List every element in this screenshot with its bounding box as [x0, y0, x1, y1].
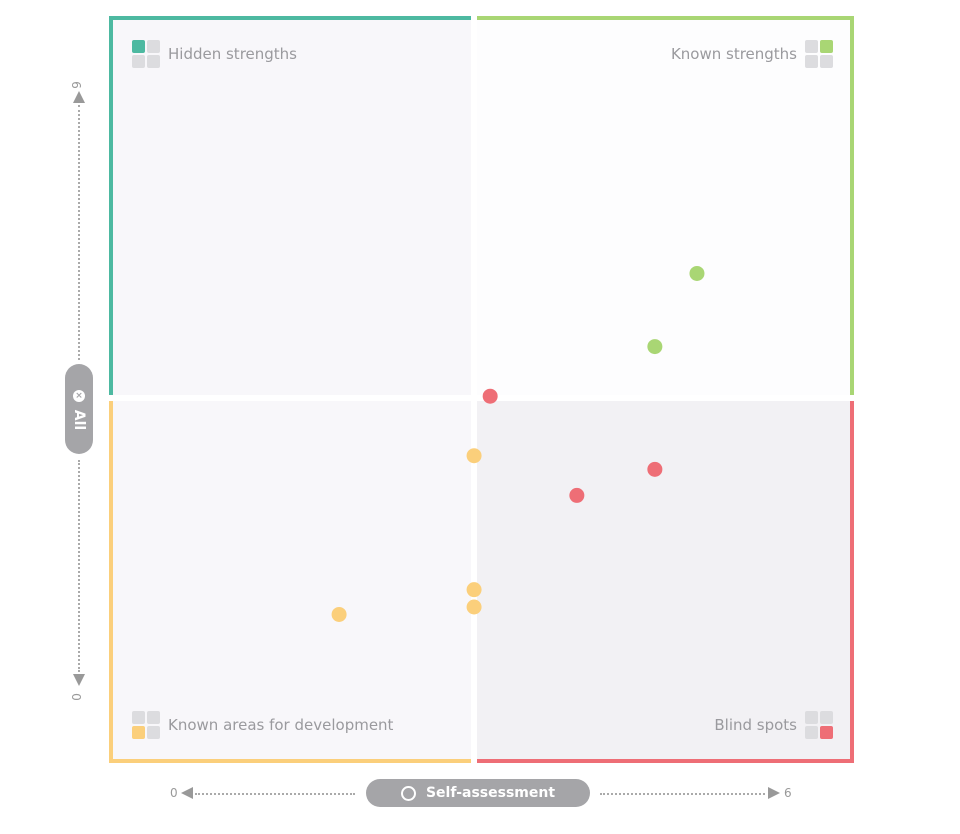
quadrant-label-tr: Known strengths	[671, 40, 833, 68]
quadrant-label-bl: Known areas for development	[132, 711, 393, 739]
y-axis-selector-button[interactable]: × All	[65, 364, 93, 454]
data-point-4[interactable]	[569, 487, 585, 503]
quadrant-blind-spots	[477, 401, 854, 763]
data-point-3[interactable]	[647, 461, 663, 477]
quadrant-hidden-strengths	[109, 16, 471, 395]
x-axis-line-right	[600, 793, 765, 795]
x-axis-line-left	[195, 793, 355, 795]
data-point-7[interactable]	[466, 599, 482, 615]
x-arrow-left-icon	[181, 787, 193, 799]
x-axis-selector-button[interactable]: Self-assessment	[366, 779, 590, 807]
quadrant-label-tl: Hidden strengths	[132, 40, 297, 68]
data-point-8[interactable]	[331, 606, 347, 622]
data-point-1[interactable]	[647, 339, 663, 355]
x-arrow-right-icon	[768, 787, 780, 799]
quadrant-label-br: Blind spots	[714, 711, 833, 739]
x-tick-min: 0	[170, 786, 178, 800]
data-point-0[interactable]	[689, 265, 705, 281]
y-axis-line-top	[78, 105, 80, 360]
data-point-2[interactable]	[482, 388, 498, 404]
quadrant-grid-icon	[132, 711, 160, 739]
close-circle-icon: ×	[73, 390, 85, 402]
data-point-6[interactable]	[466, 582, 482, 598]
y-axis-line-bottom	[78, 460, 80, 672]
data-point-5[interactable]	[466, 448, 482, 464]
y-arrow-down-icon	[73, 674, 85, 686]
y-arrow-up-icon	[73, 91, 85, 103]
quadrant-grid-icon	[805, 40, 833, 68]
x-tick-max: 6	[784, 786, 792, 800]
quadrant-grid-icon	[805, 711, 833, 739]
quadrant-grid-icon	[132, 40, 160, 68]
quadrant-known-areas	[109, 401, 471, 763]
clock-icon	[400, 785, 416, 801]
quadrant-known-strengths	[477, 16, 854, 395]
